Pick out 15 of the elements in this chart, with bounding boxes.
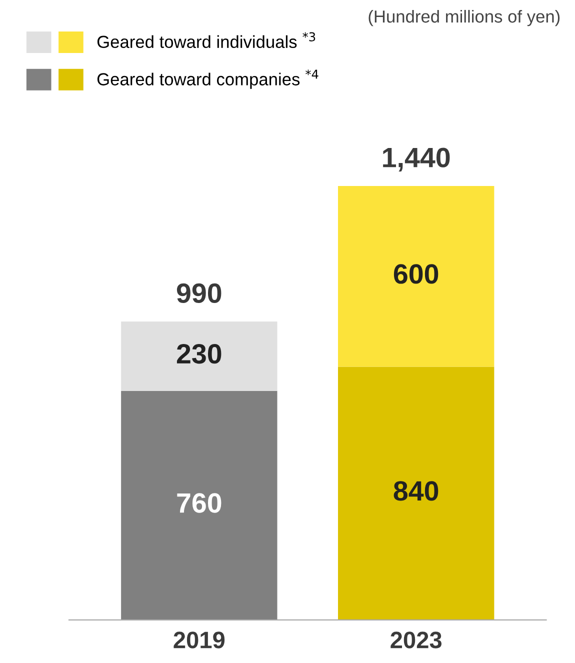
total-label: 1,440 xyxy=(383,148,450,172)
data-label: 840 xyxy=(394,481,438,501)
x-tick-label: 2019 xyxy=(174,632,225,648)
legend-label: Geared toward companies $^{*4}$ xyxy=(97,70,318,89)
data-label: 760 xyxy=(177,493,222,513)
text: (Hundred millions of yen) xyxy=(368,10,560,26)
bar xyxy=(338,186,494,367)
data-label: 600 xyxy=(394,264,438,284)
bar xyxy=(121,390,278,620)
x-tick-label: 2023 xyxy=(390,632,442,648)
bar xyxy=(338,366,494,620)
data-label: 230 xyxy=(176,344,222,364)
legend-label: Geared toward individuals $^{*3}$ xyxy=(97,32,316,48)
bar xyxy=(121,322,278,391)
total-label: 990 xyxy=(176,283,222,304)
